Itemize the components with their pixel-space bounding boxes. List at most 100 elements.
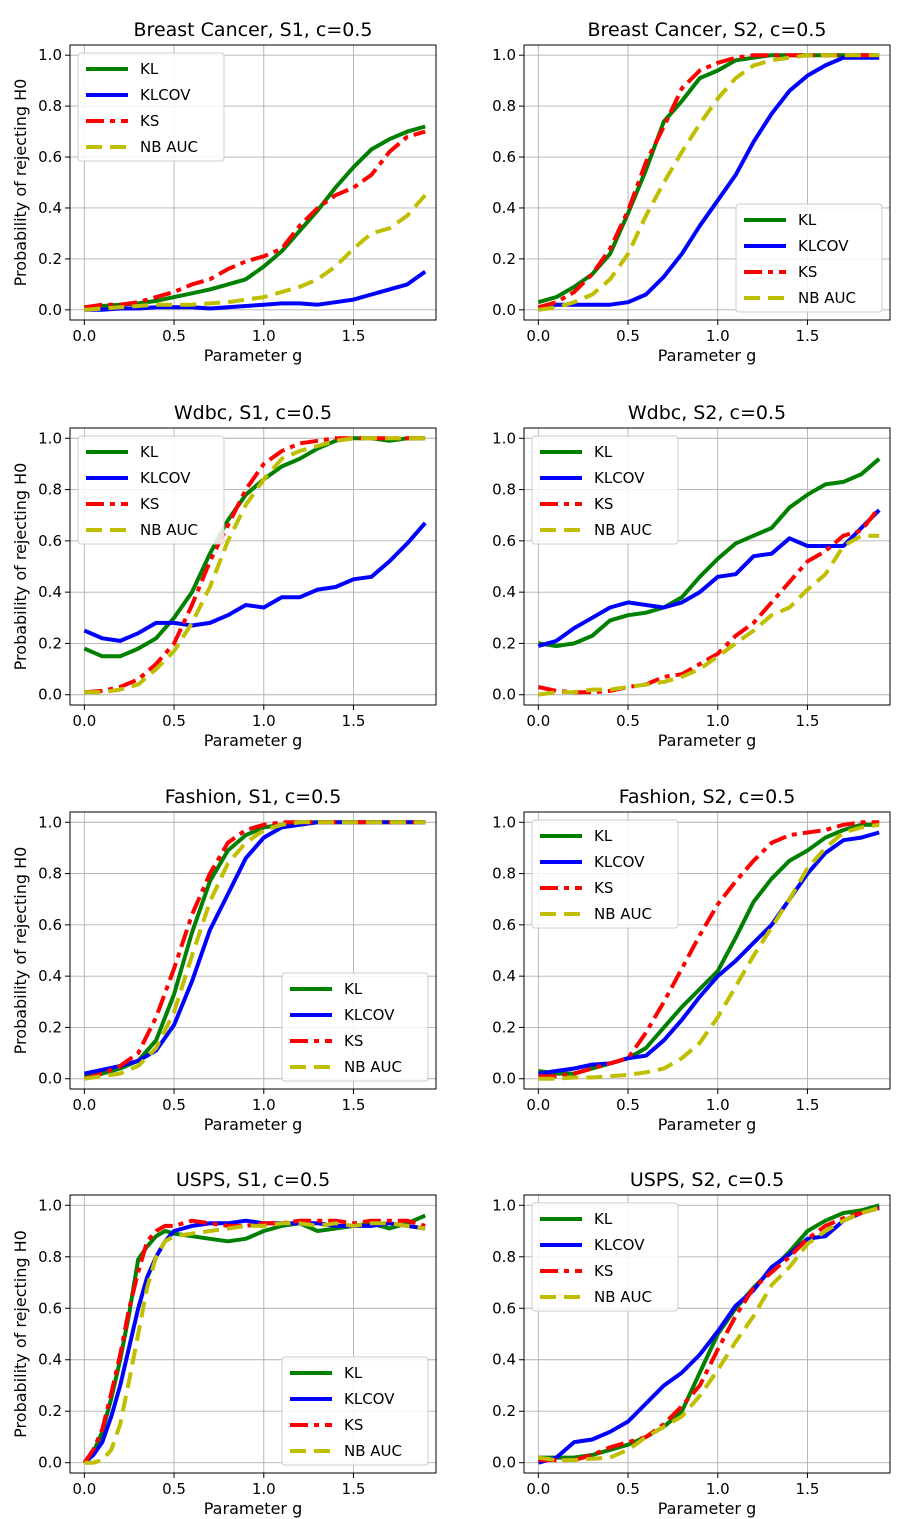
x-tick-label: 0.5 xyxy=(162,1096,186,1114)
x-tick-label: 1.5 xyxy=(342,1096,366,1114)
legend-label: KLCOV xyxy=(798,237,849,255)
x-tick-label: 1.0 xyxy=(252,1480,276,1498)
chart-title: Fashion, S2, c=0.5 xyxy=(619,786,796,808)
y-tick-label: 0.8 xyxy=(38,97,62,115)
x-axis-label: Parameter g xyxy=(204,1499,302,1518)
legend-label: NB AUC xyxy=(594,1288,652,1306)
x-axis-label: Parameter g xyxy=(204,731,302,750)
y-tick-label: 0.0 xyxy=(38,686,62,704)
legend-box xyxy=(281,1356,429,1466)
x-tick-label: 1.0 xyxy=(706,712,730,730)
chart-panel: 0.0 0.5 1.0 1.5 0.0 0.2 0.4 0.6 0.8 1.0 Wdbc, S2, … xyxy=(492,402,891,750)
legend-box xyxy=(531,1202,679,1312)
x-tick-label: 0.0 xyxy=(526,1096,550,1114)
y-tick-label: 1.0 xyxy=(492,46,516,64)
x-tick-label: 1.5 xyxy=(796,1096,820,1114)
y-tick-label: 0.2 xyxy=(492,1402,516,1420)
legend-label: KL xyxy=(140,443,159,461)
chart-panel: 0.0 0.5 1.0 1.5 0.0 0.2 0.4 0.6 0.8 1.0 Breast Can… xyxy=(492,19,891,365)
legend-label: KS xyxy=(594,1262,613,1280)
legend-box xyxy=(77,435,225,545)
x-tick-label: 0.5 xyxy=(162,327,186,345)
legend-label: KLCOV xyxy=(594,1236,645,1254)
legend-box xyxy=(281,972,429,1082)
y-tick-label: 0.6 xyxy=(38,148,62,166)
x-tick-label: 0.5 xyxy=(616,1480,640,1498)
legend-box xyxy=(77,52,225,162)
series-group xyxy=(537,1203,880,1465)
series-line-ks xyxy=(82,1218,426,1464)
legend: KL KLCOV KS NB AUC xyxy=(531,435,679,545)
series-line-nb-auc xyxy=(84,436,426,695)
legend-label: KL xyxy=(594,443,613,461)
y-tick-label: 0.8 xyxy=(492,1248,516,1266)
axes-frame xyxy=(69,811,437,1090)
axes-frame xyxy=(523,1194,891,1474)
legend-label: NB AUC xyxy=(344,1058,402,1076)
legend-label: KLCOV xyxy=(594,853,645,871)
x-tick-label: 0.0 xyxy=(526,327,550,345)
x-tick-label: 1.0 xyxy=(706,327,730,345)
series-line-ks xyxy=(537,506,881,695)
x-tick-label: 1.0 xyxy=(252,1096,276,1114)
x-tick-label: 1.5 xyxy=(796,327,820,345)
series-line-klcov xyxy=(83,521,427,643)
y-tick-label: 0.2 xyxy=(38,634,62,652)
x-tick-label: 0.0 xyxy=(72,712,96,730)
y-tick-label: 1.0 xyxy=(492,1196,516,1214)
x-tick-label: 1.5 xyxy=(342,712,366,730)
series-line-klcov xyxy=(537,508,881,648)
legend-label: KL xyxy=(344,980,363,998)
legend: KL KLCOV KS NB AUC xyxy=(531,1202,679,1312)
y-axis-label: Probability of rejecting H0 xyxy=(11,463,30,671)
y-tick-label: 1.0 xyxy=(38,429,62,447)
legend-label: KS xyxy=(594,879,613,897)
legend-label: NB AUC xyxy=(344,1442,402,1460)
x-tick-label: 1.5 xyxy=(342,327,366,345)
y-tick-label: 0.4 xyxy=(492,583,516,601)
x-tick-label: 0.0 xyxy=(72,1096,96,1114)
chart-panel: 0.0 0.5 1.0 1.5 0.0 0.2 0.4 0.6 0.8 1.0 Wdbc, S1, … xyxy=(11,402,437,750)
legend-label: KS xyxy=(344,1416,363,1434)
legend: KL KLCOV KS NB AUC xyxy=(281,972,429,1082)
y-tick-label: 0.4 xyxy=(38,583,62,601)
series-line-nb-auc xyxy=(538,53,880,312)
y-tick-label: 0.2 xyxy=(492,634,516,652)
y-tick-label: 1.0 xyxy=(38,46,62,64)
legend-box xyxy=(531,819,679,929)
series-line-nb-auc xyxy=(538,822,880,1081)
y-tick-label: 0.6 xyxy=(492,1299,516,1317)
x-axis-label: Parameter g xyxy=(658,346,756,365)
legend-box xyxy=(735,203,883,313)
series-line-nb-auc xyxy=(538,1205,880,1463)
series-line-nb-auc xyxy=(84,1221,426,1465)
x-tick-label: 1.5 xyxy=(796,712,820,730)
chart-panel: 0.0 0.5 1.0 1.5 0.0 0.2 0.4 0.6 0.8 1.0 USPS, S1, … xyxy=(11,1169,437,1518)
y-tick-label: 1.0 xyxy=(38,813,62,831)
y-tick-label: 0.6 xyxy=(492,916,516,934)
series-line-klcov xyxy=(538,830,880,1076)
series-group xyxy=(84,124,427,312)
series-line-nb-auc xyxy=(84,193,427,312)
axes-frame xyxy=(69,44,437,321)
series-line-ks xyxy=(84,436,426,695)
y-tick-label: 0.6 xyxy=(38,916,62,934)
series-line-ks xyxy=(84,129,426,310)
legend-label: KS xyxy=(344,1032,363,1050)
legend-label: KL xyxy=(798,211,817,229)
y-tick-label: 0.0 xyxy=(38,1454,62,1472)
x-axis-label: Parameter g xyxy=(658,731,756,750)
x-tick-label: 1.0 xyxy=(252,712,276,730)
legend-label: NB AUC xyxy=(140,138,198,156)
x-axis-label: Parameter g xyxy=(204,1115,302,1134)
x-tick-label: 0.0 xyxy=(72,1480,96,1498)
x-tick-label: 0.0 xyxy=(72,327,96,345)
series-line-kl xyxy=(538,1203,880,1460)
y-tick-label: 0.0 xyxy=(492,301,516,319)
y-axis-label: Probability of rejecting H0 xyxy=(11,79,30,287)
legend-label: KL xyxy=(594,1210,613,1228)
series-line-klcov xyxy=(84,269,427,312)
chart-title: Breast Cancer, S2, c=0.5 xyxy=(588,19,827,41)
x-tick-label: 0.5 xyxy=(162,712,186,730)
